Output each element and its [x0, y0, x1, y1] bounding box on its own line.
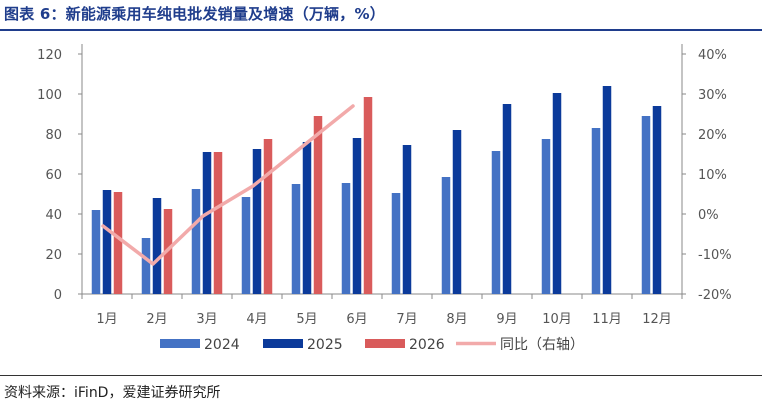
bar-2026	[213, 152, 223, 294]
left-tick-label: 80	[45, 128, 62, 143]
x-tick-label: 6月	[346, 312, 367, 327]
bar-2024	[291, 184, 301, 294]
bar-2025	[652, 106, 662, 294]
right-tick-label: 0%	[698, 208, 719, 223]
bar-2024	[591, 128, 601, 294]
bar-2024	[191, 189, 201, 294]
left-tick-label: 120	[37, 48, 62, 63]
bar-2024	[241, 197, 251, 294]
x-tick-label: 9月	[496, 312, 517, 327]
bar-2025	[502, 104, 512, 294]
legend-swatch	[263, 339, 303, 348]
chart: 0 20 40 60 80 100 120 -20% -10% 0% 10% 20% 30% 40% 1月 2…	[37, 44, 732, 353]
chart-bars	[91, 86, 662, 294]
title-rule	[0, 29, 762, 31]
legend-swatch	[365, 339, 405, 348]
yoy-line	[101, 104, 355, 266]
bar-2024	[391, 193, 401, 294]
x-tick-label: 3月	[196, 312, 217, 327]
x-tick-label: 1月	[96, 312, 117, 327]
bar-2026	[313, 116, 323, 294]
bar-2025	[352, 138, 362, 294]
bar-2024	[491, 151, 501, 294]
bar-2025	[202, 152, 212, 294]
bar-2026	[113, 192, 123, 294]
x-tick-label: 5月	[296, 312, 317, 327]
bar-2024	[341, 183, 351, 294]
right-tick-label: 40%	[698, 48, 727, 63]
legend-label: 2026	[409, 337, 445, 353]
right-tick-label: 20%	[698, 128, 727, 143]
right-tick-label: 30%	[698, 88, 727, 103]
bar-2024	[91, 210, 101, 294]
right-tick-label: 10%	[698, 168, 727, 183]
x-tick-label: 4月	[246, 312, 267, 327]
left-tick-label: 40	[45, 208, 62, 223]
legend-label: 2024	[204, 337, 240, 353]
bar-2026	[363, 97, 373, 294]
legend-swatch	[160, 339, 200, 348]
chart-legend: 2024 2025 2026 同比（右轴）	[160, 337, 584, 353]
chart-axes: 0 20 40 60 80 100 120 -20% -10% 0% 10% 20% 30% 40% 1月 2…	[37, 44, 732, 327]
chart-line	[101, 104, 355, 266]
legend-label: 同比（右轴）	[500, 337, 584, 353]
x-tick-label: 11月	[592, 312, 622, 327]
x-tick-label: 10月	[542, 312, 572, 327]
bar-2025	[152, 198, 162, 294]
legend-label: 2025	[307, 337, 343, 353]
source-rule	[0, 375, 762, 376]
right-tick-label: -20%	[698, 288, 732, 303]
bar-2025	[452, 130, 462, 294]
bar-2024	[541, 139, 551, 294]
bar-2025	[302, 142, 312, 294]
x-tick-label: 7月	[396, 312, 417, 327]
bar-2025	[102, 190, 112, 294]
x-tick-label: 8月	[446, 312, 467, 327]
bar-2024	[141, 238, 151, 294]
bar-2025	[402, 145, 412, 294]
x-tick-label: 2月	[146, 312, 167, 327]
bar-2025	[552, 93, 562, 294]
source-note: 资料来源：iFinD，爱建证券研究所	[4, 385, 221, 401]
bar-2024	[641, 116, 651, 294]
left-tick-label: 60	[45, 168, 62, 183]
bar-2026	[263, 139, 273, 294]
left-tick-label: 20	[45, 248, 62, 263]
left-tick-label: 100	[37, 88, 62, 103]
chart-title: 图表 6：新能源乘用车纯电批发销量及增速（万辆，%）	[4, 5, 385, 23]
bar-2025	[602, 86, 612, 294]
right-tick-label: -10%	[698, 248, 732, 263]
x-tick-label: 12月	[642, 312, 672, 327]
bar-2025	[252, 149, 262, 294]
bar-2024	[441, 177, 451, 294]
left-tick-label: 0	[54, 288, 62, 303]
